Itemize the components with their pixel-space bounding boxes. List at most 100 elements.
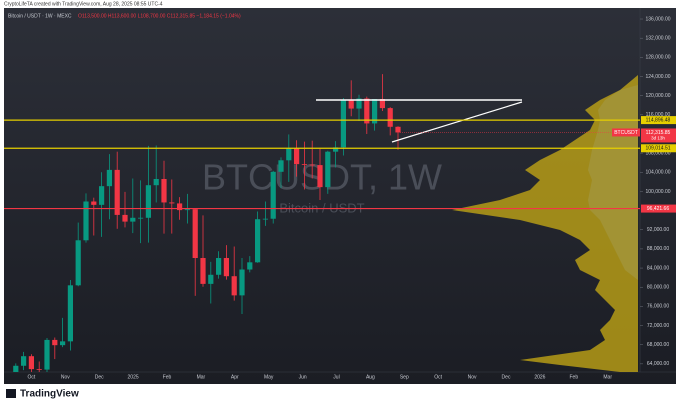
candle-body [161, 178, 167, 203]
y-tick-label: 88,000.00 [647, 246, 669, 252]
last-price-label: 112,315.85 [646, 130, 671, 136]
y-tick-label: 76,000.00 [647, 304, 669, 310]
candle-body [364, 98, 370, 124]
candle-body [44, 339, 50, 370]
brand: TradingView [20, 389, 79, 400]
x-tick-label: Jul [333, 374, 339, 380]
y-tick-label: 116,000.00 [646, 112, 671, 118]
x-tick-label: Aug [366, 374, 375, 380]
candle-body [348, 99, 354, 109]
candle-body [184, 209, 190, 211]
x-tick-label: Oct [434, 374, 442, 380]
candle-body [387, 108, 393, 127]
x-tick-label: Jun [299, 374, 307, 380]
candle-body [294, 148, 300, 165]
candle-body [130, 217, 136, 222]
x-tick-label: May [264, 374, 274, 380]
last-price-box [641, 128, 676, 143]
candle-body [60, 341, 66, 346]
candle-body [309, 164, 315, 166]
y-tick-label: 84,000.00 [647, 265, 669, 271]
x-tick-label: Nov [61, 374, 70, 380]
y-tick-label: 108,000.00 [645, 150, 670, 156]
countdown: 3d 13h [651, 136, 665, 141]
candle-body [239, 269, 245, 296]
candle-body [138, 217, 144, 219]
candle-body [52, 339, 58, 346]
candle-body [286, 148, 292, 161]
x-tick-label: Apr [231, 374, 239, 380]
footer-logo: TradingView [6, 389, 79, 400]
x-tick-label: 2026 [534, 374, 545, 380]
y-tick-label: 136,000.00 [645, 16, 670, 22]
candle-body [340, 99, 346, 148]
x-tick-label: 2025 [128, 374, 139, 380]
x-tick-label: Sep [400, 374, 409, 380]
candle-body [278, 160, 284, 172]
candle-body [106, 169, 112, 187]
plot-area [13, 74, 401, 372]
y-tick-label: 128,000.00 [645, 55, 670, 61]
candle-body [356, 98, 362, 109]
symbol-label: BTCUSDT [614, 130, 638, 136]
candle-body [21, 356, 27, 366]
price-label-box [641, 204, 676, 213]
candle-body [13, 365, 19, 372]
candle-body [114, 169, 120, 215]
symbol-line: Bitcoin / USDT · 1W · MEXC [8, 13, 72, 19]
y-tick-label: 100,000.00 [645, 189, 670, 195]
candle-body [231, 276, 237, 296]
x-tick-label: Dec [502, 374, 511, 380]
candle-body [208, 274, 214, 284]
x-tick-label: Feb [163, 374, 172, 380]
price-label: 109,014.51 [645, 146, 670, 152]
candle-body [36, 369, 42, 370]
watermark-sub: Bitcoin / USDT [279, 200, 364, 215]
x-tick-label: Dec [95, 374, 104, 380]
candle-body [333, 147, 339, 152]
y-tick-label: 132,000.00 [645, 36, 670, 42]
candle-body [395, 126, 401, 133]
candle-body [145, 185, 151, 218]
price-label-box [641, 116, 676, 125]
y-tick-label: 120,000.00 [645, 93, 670, 99]
candle-body [301, 164, 307, 165]
candle-body [122, 214, 128, 222]
candle-body [372, 99, 378, 124]
price-label: 96,421.66 [647, 206, 669, 212]
profile-bars [452, 75, 638, 372]
x-tick-label: Mar [603, 374, 612, 380]
ohlc-text: O113,500.00 H113,600.00 L108,700.00 C112… [78, 13, 241, 19]
candle-body [177, 203, 183, 211]
candle-body [255, 219, 261, 263]
y-tick-label: 104,000.00 [645, 170, 670, 176]
x-tick-label: Mar [197, 374, 206, 380]
candle-body [91, 201, 97, 205]
price-label-box [641, 144, 676, 153]
candle-body [216, 258, 222, 275]
x-tick-label: Feb [569, 374, 578, 380]
candle-body [262, 218, 268, 220]
y-tick-label: 68,000.00 [647, 342, 669, 348]
candle-body [317, 165, 323, 188]
candle-body [325, 151, 331, 188]
candle-body [153, 178, 159, 186]
candle-body [192, 209, 198, 259]
candle-body [28, 356, 34, 370]
trendline-drawing [391, 101, 523, 143]
candle-body [67, 285, 73, 342]
candle-body [223, 258, 229, 277]
candle-body [99, 186, 105, 205]
y-tick-label: 124,000.00 [645, 74, 670, 80]
price-label: 114,896.48 [646, 117, 671, 123]
candle-body [270, 171, 276, 219]
y-tick-label: 72,000.00 [647, 323, 669, 329]
candle-body [169, 202, 175, 204]
candle-body [83, 201, 89, 241]
candle-body [379, 99, 385, 109]
candle-body [200, 258, 206, 284]
symbol-box [612, 128, 640, 137]
credit: CryptoLifeTA created with TradingView.co… [4, 1, 163, 7]
x-tick-label: Oct [28, 374, 36, 380]
